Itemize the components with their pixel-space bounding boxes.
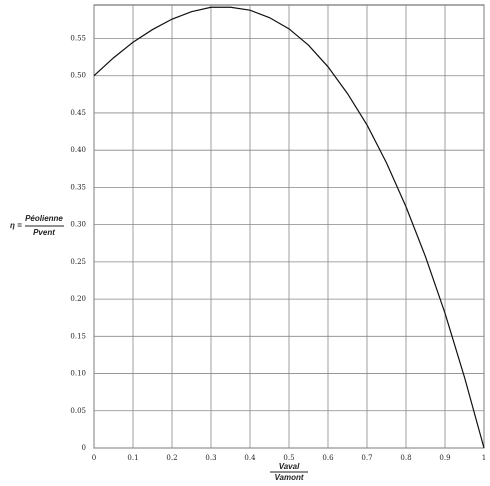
x-tick-label: 1 — [482, 454, 486, 462]
y-label-numerator: Péolienne — [25, 214, 63, 223]
x-tick-label: 0.9 — [439, 454, 450, 462]
y-label-denominator: Pvent — [33, 228, 55, 237]
y-tick-label: 0.15 — [70, 332, 86, 340]
y-tick-label: 0.30 — [70, 221, 86, 229]
y-tick-label: 0.25 — [70, 258, 86, 266]
y-tick-label: 0.55 — [70, 35, 86, 43]
y-tick-label: 0.35 — [70, 183, 86, 191]
x-tick-label: 0.1 — [127, 454, 138, 462]
x-label-denominator: Vamont — [274, 473, 303, 482]
curve — [93, 6, 485, 449]
x-tick-label: 0 — [92, 454, 96, 462]
y-tick-label: 0 — [82, 444, 86, 452]
x-tick-label: 0.6 — [322, 454, 334, 462]
y-tick-label: 0.40 — [70, 146, 86, 154]
x-tick-label: 0.7 — [361, 454, 372, 462]
x-label-numerator: Vaval — [279, 462, 300, 471]
x-tick-label: 0.8 — [400, 454, 411, 462]
y-tick-label: 0.50 — [70, 72, 86, 80]
x-tick-label: 0.5 — [283, 454, 294, 462]
y-tick-label: 0.20 — [70, 295, 86, 303]
x-tick-label: 0.3 — [205, 454, 216, 462]
x-tick-label: 0.2 — [166, 454, 177, 462]
y-tick-label: 0.05 — [70, 407, 86, 415]
x-tick-label: 0.4 — [244, 454, 256, 462]
y-tick-label: 0.45 — [70, 109, 86, 117]
y-tick-label: 0.10 — [70, 370, 86, 378]
y-label-prefix: η = — [10, 221, 22, 230]
